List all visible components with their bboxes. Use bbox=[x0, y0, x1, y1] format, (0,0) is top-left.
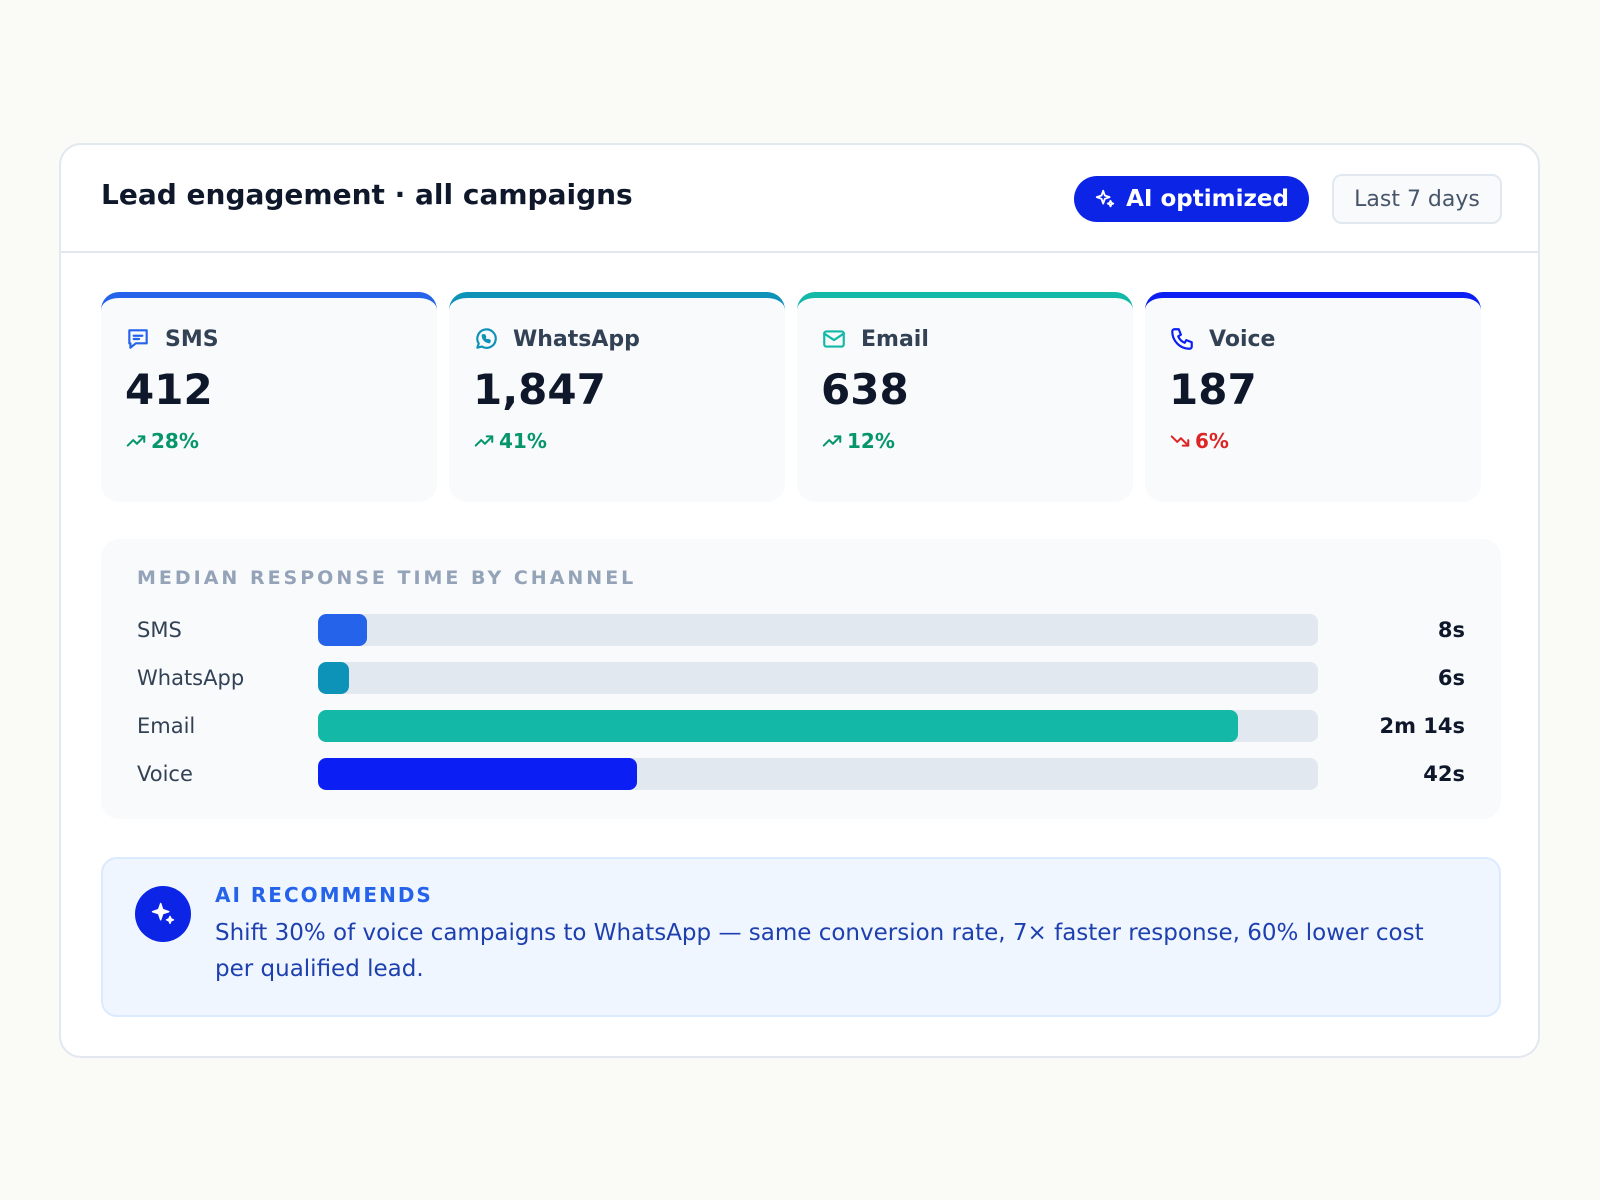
card-header: Lead engagement · all campaigns AI optim… bbox=[61, 145, 1538, 253]
bar-track bbox=[318, 662, 1318, 694]
bar-row-voice: Voice 42s bbox=[101, 758, 1501, 790]
stat-card-label: Email bbox=[861, 326, 929, 352]
bar-row-email: Email 2m 14s bbox=[101, 710, 1501, 742]
stat-card-email[interactable]: Email 638 12% bbox=[797, 292, 1133, 502]
bar-value: 2m 14s bbox=[1379, 714, 1465, 738]
whatsapp-icon bbox=[476, 328, 497, 349]
stat-card-value: 638 bbox=[821, 365, 909, 414]
engagement-card: Lead engagement · all campaigns AI optim… bbox=[59, 143, 1540, 1058]
stat-card-trend: 41% bbox=[473, 429, 547, 453]
trend-value: 41% bbox=[499, 429, 547, 453]
bar-value: 8s bbox=[1437, 618, 1465, 642]
trend-value: 6% bbox=[1195, 429, 1229, 453]
stat-card-whatsapp[interactable]: WhatsApp 1,847 41% bbox=[449, 292, 785, 502]
bar-fill-email bbox=[318, 710, 1239, 742]
bar-label: WhatsApp bbox=[137, 666, 245, 690]
page-title: Lead engagement · all campaigns bbox=[101, 178, 633, 211]
stat-card-trend: 6% bbox=[1169, 429, 1229, 453]
bar-value: 42s bbox=[1423, 762, 1465, 786]
panel-label: MEDIAN RESPONSE TIME BY CHANNEL bbox=[137, 567, 637, 589]
stat-card-header: Voice bbox=[1169, 326, 1275, 352]
bar-value: 6s bbox=[1437, 666, 1465, 690]
stat-card-trend: 12% bbox=[821, 429, 895, 453]
phone-icon bbox=[1171, 328, 1193, 350]
recommendation-label: AI RECOMMENDS bbox=[215, 883, 433, 907]
bar-row-sms: SMS 8s bbox=[101, 614, 1501, 646]
trend-value: 12% bbox=[847, 429, 895, 453]
trend-up-icon bbox=[822, 435, 842, 447]
stat-card-header: Email bbox=[821, 326, 929, 352]
ai-recommendation-panel: AI RECOMMENDS Shift 30% of voice campaig… bbox=[101, 857, 1501, 1017]
bar-fill-sms bbox=[318, 614, 368, 646]
stat-card-label: WhatsApp bbox=[513, 326, 640, 352]
mail-icon bbox=[823, 330, 845, 348]
bar-track bbox=[318, 614, 1318, 646]
stat-card-label: Voice bbox=[1209, 326, 1276, 352]
bar-fill-voice bbox=[318, 758, 638, 790]
stat-card-header: SMS bbox=[125, 326, 219, 352]
bar-track bbox=[318, 710, 1318, 742]
ai-recommendation-avatar bbox=[135, 886, 191, 942]
stat-card-value: 187 bbox=[1169, 365, 1257, 414]
bar-label: SMS bbox=[137, 618, 182, 642]
stat-card-trend: 28% bbox=[125, 429, 199, 453]
bar-label: Voice bbox=[137, 762, 193, 786]
date-range-button[interactable]: Last 7 days bbox=[1332, 174, 1502, 224]
stat-card-value: 412 bbox=[125, 365, 213, 414]
trend-value: 28% bbox=[151, 429, 199, 453]
recommendation-text: Shift 30% of voice campaigns to WhatsApp… bbox=[215, 920, 1424, 982]
stat-card-voice[interactable]: Voice 187 6% bbox=[1145, 292, 1481, 502]
message-icon bbox=[128, 329, 148, 349]
stat-card-value: 1,847 bbox=[473, 365, 606, 414]
trend-up-icon bbox=[474, 435, 494, 447]
stat-card-label: SMS bbox=[165, 326, 219, 352]
ai-optimized-badge[interactable]: AI optimized bbox=[1074, 176, 1309, 222]
response-time-panel: MEDIAN RESPONSE TIME BY CHANNEL SMS 8s W… bbox=[101, 539, 1501, 819]
trend-down-icon bbox=[1170, 435, 1190, 447]
ai-optimized-label: AI optimized bbox=[1126, 186, 1289, 212]
bar-label: Email bbox=[137, 714, 196, 738]
stat-card-header: WhatsApp bbox=[473, 326, 640, 352]
bar-row-whatsapp: WhatsApp 6s bbox=[101, 662, 1501, 694]
bar-track bbox=[318, 758, 1318, 790]
stat-card-sms[interactable]: SMS 412 28% bbox=[101, 292, 437, 502]
sparkle-icon bbox=[151, 902, 175, 925]
bar-fill-whatsapp bbox=[318, 662, 349, 694]
sparkle-icon bbox=[1095, 189, 1115, 208]
trend-up-icon bbox=[126, 435, 146, 447]
